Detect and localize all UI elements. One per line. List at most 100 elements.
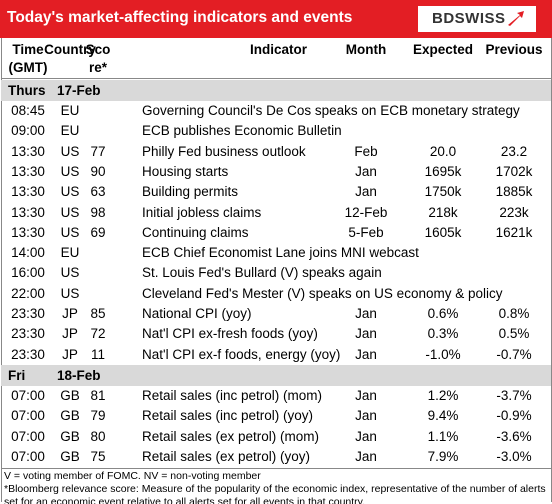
footnote: V = voting member of FOMC. NV = non-voti… [4, 470, 261, 483]
cell: 13:30 [11, 204, 45, 220]
cell: -1.0% [425, 346, 461, 362]
cell: EU [60, 123, 80, 139]
cell: 72 [90, 326, 106, 342]
rule [1, 78, 551, 79]
cell: 16:00 [11, 265, 45, 281]
cell: 218k [428, 204, 458, 220]
cell: 13:30 [11, 184, 45, 200]
cell: 23:30 [11, 306, 45, 321]
cell: 14:00 [11, 245, 45, 261]
cell: 07:00 [11, 428, 45, 444]
column-header: Country [44, 42, 96, 57]
column-header: Time [12, 42, 44, 57]
cell: -0.7% [496, 346, 532, 362]
cell: Continuing claims [142, 224, 249, 240]
title: Today's market-affecting indicators and … [7, 9, 353, 26]
cell: US [60, 265, 80, 281]
cell: -3.0% [496, 448, 532, 464]
cell: ECB Chief Economist Lane joins MNI webca… [142, 245, 419, 261]
logo: BDSWISS [432, 10, 506, 27]
cell: ECB publishes Economic Bulletin [142, 123, 342, 139]
cell: JP [62, 306, 78, 321]
cell: 223k [499, 204, 529, 220]
cell: Governing Council's De Cos speaks on ECB… [142, 103, 520, 118]
cell: 81 [90, 387, 106, 403]
cell: Initial jobless claims [142, 204, 262, 220]
cell: 1695k [424, 163, 462, 179]
cell: 63 [90, 184, 106, 200]
section-date: 17-Feb [57, 83, 101, 98]
cell: 98 [90, 204, 106, 220]
cell: 09:00 [11, 123, 45, 139]
column-header: re* [88, 60, 108, 75]
cell: Jan [355, 387, 377, 403]
cell: Nat'l CPI ex-fresh foods (yoy) [142, 326, 318, 342]
section-day: Thurs [8, 83, 46, 98]
cell: 23:30 [11, 346, 45, 362]
cell: GB [60, 408, 80, 424]
cell: 75 [90, 448, 106, 464]
cell: 0.8% [498, 306, 530, 321]
cell: Jan [355, 326, 377, 342]
cell: 20.0 [429, 143, 457, 159]
cell: 08:45 [11, 103, 45, 118]
cell: US [60, 143, 80, 159]
cell: US [60, 204, 80, 220]
cell: 07:00 [11, 448, 45, 464]
cell: 90 [90, 163, 106, 179]
cell: 12-Feb [344, 204, 388, 220]
cell: Retail sales (ex petrol) (yoy) [142, 448, 311, 464]
section-bar [1, 364, 551, 386]
section-day: Fri [8, 367, 26, 383]
cell: 07:00 [11, 408, 45, 424]
cell: 69 [90, 224, 106, 240]
cell: National CPI (yoy) [142, 306, 252, 321]
cell: 13:30 [11, 224, 45, 240]
cell: Jan [355, 448, 377, 464]
section-date: 18-Feb [57, 367, 101, 383]
cell: -3.7% [496, 387, 532, 403]
cell: US [60, 224, 80, 240]
cell: 11 [90, 346, 106, 362]
rule [1, 468, 551, 469]
cell: Cleveland Fed's Mester (V) speaks on US … [142, 285, 503, 301]
cell: Retail sales (inc petrol) (mom) [142, 387, 323, 403]
column-header: Sco [85, 42, 111, 57]
cell: EU [60, 245, 80, 261]
cell: 07:00 [11, 387, 45, 403]
cell: 22:00 [11, 285, 45, 301]
cell: 80 [90, 428, 106, 444]
cell: Philly Fed business outlook [142, 143, 306, 159]
cell: 1750k [424, 184, 462, 200]
cell: 85 [90, 306, 106, 321]
cell: 1.1% [427, 428, 459, 444]
cell: 9.4% [427, 408, 459, 424]
cell: 77 [90, 143, 106, 159]
cell: 1.2% [427, 387, 459, 403]
cell: 1702k [495, 163, 533, 179]
cell: 13:30 [11, 143, 45, 159]
cell: Retail sales (inc petrol) (yoy) [142, 408, 314, 424]
cell: Nat'l CPI ex-f foods, energy (yoy) [142, 346, 341, 362]
cell: 79 [90, 408, 106, 424]
cell: Housing starts [142, 163, 229, 179]
cell: 1605k [424, 224, 462, 240]
cell: Retail sales (ex petrol) (mom) [142, 428, 320, 444]
column-header: (GMT) [8, 60, 48, 75]
cell: Jan [355, 163, 377, 179]
cell: Jan [355, 184, 377, 200]
cell: JP [62, 346, 78, 362]
cell: EU [60, 103, 80, 118]
cell: 7.9% [427, 448, 459, 464]
cell: Feb [354, 143, 378, 159]
cell: US [60, 184, 80, 200]
cell: 23:30 [11, 326, 45, 342]
cell: 1621k [495, 224, 533, 240]
cell: 5-Feb [348, 224, 384, 240]
footnote: *Bloomberg relevance score: Measure of t… [4, 483, 546, 504]
cell: 0.5% [498, 326, 530, 342]
cell: 1885k [495, 184, 533, 200]
cell: Jan [355, 408, 377, 424]
cell: 0.3% [427, 326, 459, 342]
cell: 23.2 [500, 143, 528, 159]
